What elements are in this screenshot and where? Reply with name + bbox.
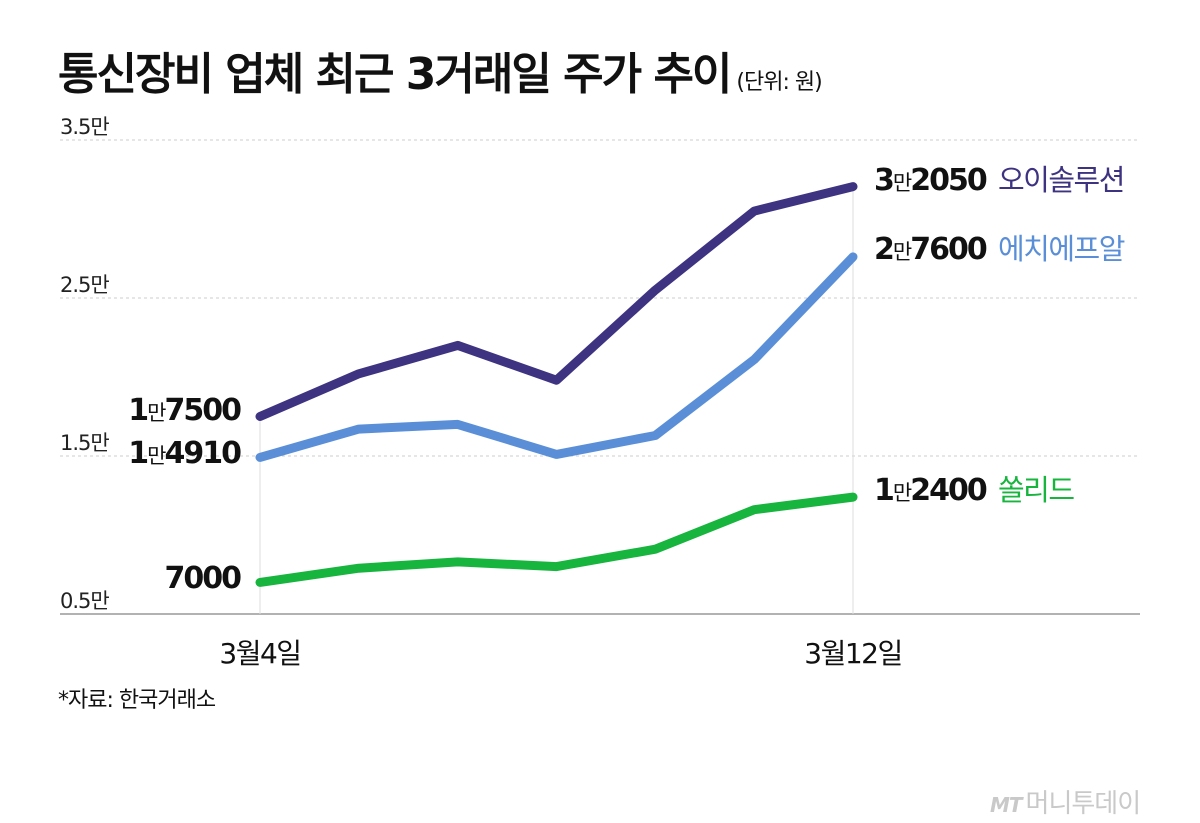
source-note: *자료: 한국거래소 bbox=[58, 688, 216, 713]
series-line-solid bbox=[255, 492, 858, 587]
y-tick-label: 0.5만 bbox=[60, 589, 109, 613]
end-value-label-oisolution: 3만2050 bbox=[874, 163, 987, 198]
publisher-logo: MT 머니투데이 bbox=[990, 783, 1142, 820]
series-line-oisolution bbox=[255, 182, 858, 421]
y-tick-label: 2.5만 bbox=[60, 273, 109, 297]
series-name-solid: 쏠리드 bbox=[998, 473, 1074, 507]
grid-layer bbox=[60, 139, 1140, 615]
x-axis-labels: 3월4일 3월12일 bbox=[219, 637, 903, 670]
series-name-hfr: 에치에프알 bbox=[998, 232, 1125, 266]
series-name-oisolution: 오이솔루션 bbox=[998, 163, 1124, 197]
end-value-label-solid: 1만2400 bbox=[874, 473, 987, 508]
chart-title: 통신장비 업체 최근 3거래일 주가 추이 (단위: 원) bbox=[58, 49, 823, 100]
start-value-label-hfr: 1만4910 bbox=[128, 436, 241, 471]
logo-mark: MT bbox=[990, 793, 1023, 817]
logo-text: 머니투데이 bbox=[1025, 789, 1142, 819]
unit-label: (단위: 원) bbox=[736, 70, 822, 95]
y-tick-label: 3.5만 bbox=[60, 115, 109, 139]
x-tick-label: 3월12일 bbox=[804, 637, 901, 670]
value-labels: 1만7500 3만2050 오이솔루션 1만4910 2만7600 에치에프알 7000 1만… bbox=[128, 163, 1126, 596]
series-line-hfr bbox=[255, 252, 858, 462]
end-value-label-hfr: 2만7600 bbox=[874, 232, 987, 267]
y-tick-label: 1.5만 bbox=[60, 431, 109, 455]
x-tick-label: 3월4일 bbox=[219, 637, 300, 670]
y-axis-labels: 3.5만 2.5만 1.5만 0.5만 bbox=[60, 115, 110, 613]
start-value-label-solid: 7000 bbox=[165, 561, 242, 596]
start-value-label-oisolution: 1만7500 bbox=[128, 393, 241, 428]
series-layer bbox=[255, 182, 858, 587]
